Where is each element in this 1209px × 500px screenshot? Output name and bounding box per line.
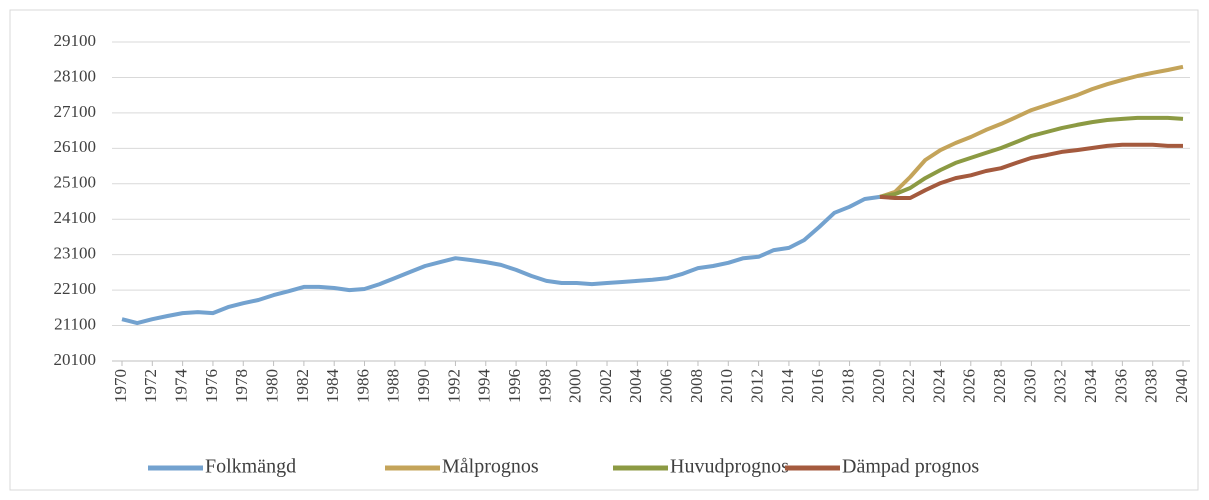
x-tick-label: 2034 [1081,369,1100,404]
x-tick-label: 2040 [1172,369,1191,403]
x-tick-label: 2000 [566,369,585,403]
x-tick-label: 1992 [444,369,463,403]
x-tick-label: 2010 [717,369,736,403]
series-line [879,142,1183,200]
y-tick-label: 29100 [54,31,97,50]
y-tick-label: 26100 [54,137,97,156]
x-tick-label: 1988 [384,369,403,403]
chart-border [9,9,1199,491]
x-tick-label: 1990 [414,369,433,403]
y-tick-label: 23100 [54,244,97,263]
x-tick-label: 2018 [838,369,857,403]
x-tick-label: 1978 [232,369,251,403]
x-tick-label: 2032 [1051,369,1070,403]
x-tick-label: 1974 [172,369,191,404]
legend-label: Dämpad prognos [842,456,979,478]
x-tick-label: 2004 [626,369,645,404]
series-line [879,115,1184,199]
x-tick-label: 1980 [262,369,281,403]
x-tick-label: 1982 [293,369,312,403]
x-tick-label: 1984 [323,369,342,404]
x-tick-label: 1972 [141,369,160,403]
legend-label: Folkmängd [205,456,296,478]
x-tick-label: 2028 [990,369,1009,403]
y-tick-label: 25100 [54,173,97,192]
x-tick-label: 1976 [202,369,221,403]
y-tick-label: 22100 [54,279,97,298]
x-tick-label: 2038 [1142,369,1161,403]
y-tick-label: 24100 [54,208,97,227]
x-tick-label: 2012 [748,369,767,403]
series-line [121,194,881,326]
x-tick-label: 2022 [899,369,918,403]
x-tick-label: 2014 [778,369,797,404]
x-tick-label: 2024 [929,369,948,404]
y-tick-label: 21100 [54,314,96,333]
x-tick-label: 2016 [808,369,827,403]
x-tick-label: 1994 [475,369,494,404]
y-tick-label: 20100 [54,350,97,369]
x-tick-label: 2006 [657,369,676,403]
x-tick-label: 1986 [353,369,372,403]
y-tick-label: 28100 [54,66,97,85]
y-tick-label: 27100 [54,102,97,121]
x-tick-label: 1970 [111,369,130,403]
x-tick-label: 2008 [687,369,706,403]
x-tick-label: 2030 [1020,369,1039,403]
series-line [879,64,1184,199]
x-tick-label: 2002 [596,369,615,403]
x-tick-label: 1996 [505,369,524,403]
x-tick-label: 2026 [960,369,979,403]
legend-label: Målprognos [442,456,539,478]
x-tick-label: 2036 [1111,369,1130,403]
legend-label: Huvudprognos [670,456,789,478]
x-tick-label: 1998 [535,369,554,403]
x-tick-label: 2020 [869,369,888,403]
